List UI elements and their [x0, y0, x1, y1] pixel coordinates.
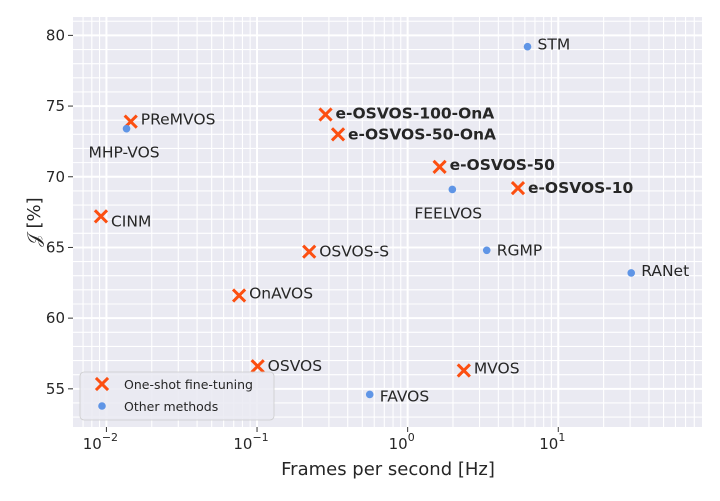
- one-shot-point: [318, 107, 333, 122]
- point-label: OSVOS-S: [319, 243, 389, 261]
- one-shot-point: [250, 359, 265, 374]
- x-tick-label: 10−1: [233, 431, 268, 453]
- other-method-point: [482, 246, 491, 255]
- one-shot-point: [330, 127, 346, 142]
- point-label: FEELVOS: [414, 204, 482, 222]
- y-tick-label: 75: [46, 97, 65, 115]
- legend-box: [79, 371, 275, 421]
- other-method-point: [627, 269, 636, 277]
- legend-marker-other: [98, 402, 106, 410]
- one-shot-point: [510, 180, 526, 196]
- point-label: OnAVOS: [249, 285, 313, 303]
- y-tick-label: 65: [46, 238, 65, 256]
- y-tick-label: 60: [46, 309, 65, 327]
- y-axis-ticks: 55 60 65 70 75 80: [46, 26, 73, 398]
- x-tick-label: 101: [539, 431, 565, 453]
- legend-label-one-shot: One-shot fine-tuning: [124, 377, 253, 392]
- point-label: RGMP: [497, 241, 543, 259]
- point-label: e-OSVOS-10: [528, 179, 634, 197]
- point-label: e-OSVOS-50-OnA: [348, 125, 496, 143]
- x-tick-label: 10−2: [83, 431, 118, 453]
- x-tick-label: 100: [389, 431, 415, 453]
- one-shot-point: [456, 363, 471, 378]
- one-shot-point: [93, 209, 109, 224]
- legend-dot-marker: [98, 402, 106, 410]
- other-method-point: [122, 124, 131, 133]
- one-shot-point: [302, 244, 317, 259]
- grid: [73, 17, 702, 427]
- plot-background: [73, 17, 702, 427]
- one-shot-point: [123, 114, 138, 129]
- point-label: STM: [538, 36, 571, 54]
- legend-label-other: Other methods: [124, 399, 218, 414]
- y-tick-label: 55: [46, 380, 65, 398]
- other-method-point: [523, 42, 532, 51]
- y-tick-label: 70: [46, 168, 65, 186]
- point-label: MHP-VOS: [89, 144, 160, 162]
- point-label: PReMVOS: [141, 111, 216, 129]
- legend: One-shot fine-tuning Other methods: [79, 371, 275, 421]
- point-label: OSVOS: [268, 357, 322, 375]
- x-axis-label: Frames per second [Hz]: [281, 459, 495, 480]
- point-label: CINM: [111, 212, 151, 230]
- legend-marker-one-shot: [94, 376, 110, 392]
- point-label: MVOS: [474, 359, 520, 377]
- x-axis-ticks: 10−2 10−1 100 101: [83, 427, 565, 453]
- legend-x-marker: [94, 376, 110, 392]
- y-axis-label: 𝒥 [%]: [24, 197, 45, 246]
- point-label: e-OSVOS-50: [450, 156, 556, 174]
- data-points: [93, 42, 636, 399]
- point-label: FAVOS: [380, 387, 429, 405]
- point-labels: PReMVOS CINM OnAVOS OSVOS OSVOS-S e-OSVOS-100…: [89, 36, 690, 406]
- other-method-point: [365, 390, 374, 399]
- point-label: RANet: [641, 262, 689, 280]
- one-shot-point: [432, 159, 447, 174]
- other-method-point: [448, 185, 457, 194]
- y-tick-label: 80: [46, 26, 65, 44]
- one-shot-point: [231, 288, 247, 303]
- point-label: e-OSVOS-100-OnA: [336, 105, 495, 123]
